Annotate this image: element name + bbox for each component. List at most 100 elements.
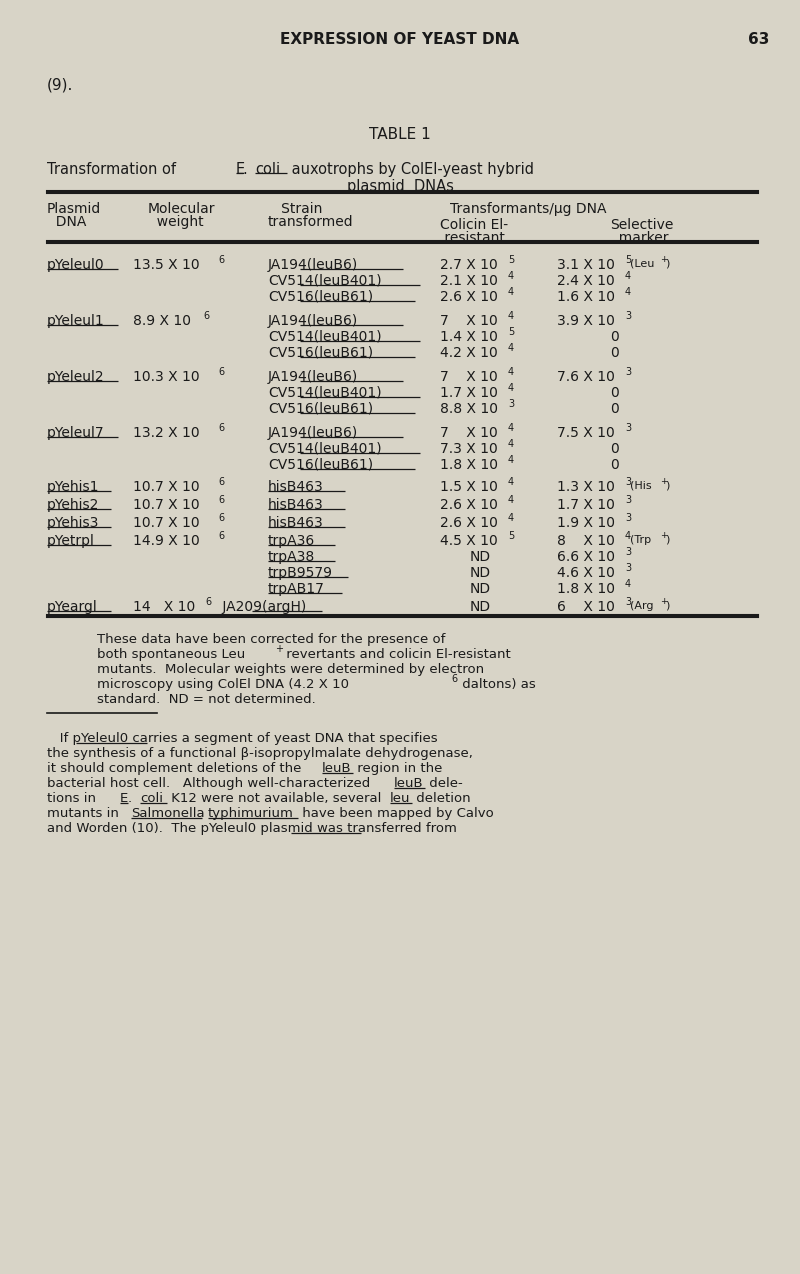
Text: 2.7 X 10: 2.7 X 10 xyxy=(440,259,498,273)
Text: 1.3 X 10: 1.3 X 10 xyxy=(557,480,615,494)
Text: ): ) xyxy=(665,535,670,545)
Text: hisB463: hisB463 xyxy=(268,480,324,494)
Text: 4.5 X 10: 4.5 X 10 xyxy=(440,534,498,548)
Text: 6: 6 xyxy=(218,531,224,541)
Text: 1.9 X 10: 1.9 X 10 xyxy=(557,516,615,530)
Text: CV516(leuB61): CV516(leuB61) xyxy=(268,403,373,417)
Text: 3: 3 xyxy=(625,547,631,557)
Text: Transformants/μg DNA: Transformants/μg DNA xyxy=(450,203,606,217)
Text: 2.1 X 10: 2.1 X 10 xyxy=(440,274,498,288)
Text: 4.6 X 10: 4.6 X 10 xyxy=(557,566,615,580)
Text: the synthesis of a functional β-isopropylmalate dehydrogenase,: the synthesis of a functional β-isopropy… xyxy=(47,747,473,761)
Text: 1.7 X 10: 1.7 X 10 xyxy=(557,498,615,512)
Text: 2.4 X 10: 2.4 X 10 xyxy=(557,274,614,288)
Text: (Leu: (Leu xyxy=(630,259,654,269)
Text: 1.4 X 10: 1.4 X 10 xyxy=(440,330,498,344)
Text: 7.6 X 10: 7.6 X 10 xyxy=(557,369,615,383)
Text: daltons) as: daltons) as xyxy=(458,678,536,691)
Text: TABLE 1: TABLE 1 xyxy=(369,127,431,141)
Text: tions in: tions in xyxy=(47,792,100,805)
Text: 3: 3 xyxy=(625,513,631,524)
Text: hisB463: hisB463 xyxy=(268,498,324,512)
Text: 1.6 X 10: 1.6 X 10 xyxy=(557,290,615,304)
Text: 7    X 10: 7 X 10 xyxy=(440,369,498,383)
Text: 1.8 X 10: 1.8 X 10 xyxy=(557,582,615,596)
Text: 5: 5 xyxy=(508,531,514,541)
Text: 1.8 X 10: 1.8 X 10 xyxy=(440,457,498,471)
Text: weight: weight xyxy=(148,215,204,229)
Text: ND: ND xyxy=(470,566,491,580)
Text: auxotrophs by ColEl-yeast hybrid: auxotrophs by ColEl-yeast hybrid xyxy=(287,162,534,177)
Text: (His: (His xyxy=(630,482,652,490)
Text: 6: 6 xyxy=(218,496,224,505)
Text: 5: 5 xyxy=(508,255,514,265)
Text: 5: 5 xyxy=(508,327,514,338)
Text: +: + xyxy=(660,255,667,264)
Text: +: + xyxy=(660,476,667,485)
Text: typhimurium: typhimurium xyxy=(208,806,294,820)
Text: 3: 3 xyxy=(625,423,631,433)
Text: 0: 0 xyxy=(610,442,618,456)
Text: E: E xyxy=(120,792,128,805)
Text: CV514(leuB401): CV514(leuB401) xyxy=(268,442,382,456)
Text: 6: 6 xyxy=(218,423,224,433)
Text: JA194(leuB6): JA194(leuB6) xyxy=(268,259,358,273)
Text: 0: 0 xyxy=(610,347,618,361)
Text: 4: 4 xyxy=(508,455,514,465)
Text: Colicin El-: Colicin El- xyxy=(440,218,508,232)
Text: 6: 6 xyxy=(205,598,211,606)
Text: Molecular: Molecular xyxy=(148,203,215,217)
Text: 1.5 X 10: 1.5 X 10 xyxy=(440,480,498,494)
Text: and Worden (10).  The pYeleul0 plasmid was transferred from: and Worden (10). The pYeleul0 plasmid wa… xyxy=(47,822,457,834)
Text: 1.7 X 10: 1.7 X 10 xyxy=(440,386,498,400)
Text: 2.6 X 10: 2.6 X 10 xyxy=(440,498,498,512)
Text: JA209(argH): JA209(argH) xyxy=(218,600,306,614)
Text: CV514(leuB401): CV514(leuB401) xyxy=(268,330,382,344)
Text: 7.3 X 10: 7.3 X 10 xyxy=(440,442,498,456)
Text: ): ) xyxy=(665,482,670,490)
Text: 4: 4 xyxy=(508,513,514,524)
Text: revertants and colicin El-resistant: revertants and colicin El-resistant xyxy=(282,648,510,661)
Text: 6: 6 xyxy=(218,255,224,265)
Text: marker: marker xyxy=(610,231,669,245)
Text: leuB: leuB xyxy=(322,762,352,775)
Text: .: . xyxy=(243,162,252,177)
Text: region in the: region in the xyxy=(353,762,442,775)
Text: (9).: (9). xyxy=(47,78,74,93)
Text: pYehis1: pYehis1 xyxy=(47,480,99,494)
Text: hisB463: hisB463 xyxy=(268,516,324,530)
Text: 10.3 X 10: 10.3 X 10 xyxy=(133,369,200,383)
Text: 0: 0 xyxy=(610,457,618,471)
Text: pYeleul1: pYeleul1 xyxy=(47,313,105,327)
Text: mutants in: mutants in xyxy=(47,806,123,820)
Text: 4: 4 xyxy=(508,440,514,448)
Text: 4.2 X 10: 4.2 X 10 xyxy=(440,347,498,361)
Text: 4: 4 xyxy=(625,271,631,282)
Text: have been mapped by Calvo: have been mapped by Calvo xyxy=(298,806,494,820)
Text: 14.9 X 10: 14.9 X 10 xyxy=(133,534,200,548)
Text: mutants.  Molecular weights were determined by electron: mutants. Molecular weights were determin… xyxy=(97,662,484,676)
Text: ND: ND xyxy=(470,550,491,564)
Text: 5: 5 xyxy=(625,255,631,265)
Text: JA194(leuB6): JA194(leuB6) xyxy=(268,369,358,383)
Text: 6    X 10: 6 X 10 xyxy=(557,600,615,614)
Text: coli: coli xyxy=(255,162,280,177)
Text: pYeleul2: pYeleul2 xyxy=(47,369,105,383)
Text: 6: 6 xyxy=(451,674,457,684)
Text: pYetrpl: pYetrpl xyxy=(47,534,95,548)
Text: 13.5 X 10: 13.5 X 10 xyxy=(133,259,200,273)
Text: 4: 4 xyxy=(508,343,514,353)
Text: trpA36: trpA36 xyxy=(268,534,315,548)
Text: pYeleul7: pYeleul7 xyxy=(47,426,105,440)
Text: Strain: Strain xyxy=(268,203,322,217)
Text: transformed: transformed xyxy=(268,215,354,229)
Text: pYeargl: pYeargl xyxy=(47,600,98,614)
Text: ND: ND xyxy=(470,600,491,614)
Text: +: + xyxy=(275,643,283,654)
Text: +: + xyxy=(660,598,667,606)
Text: 4: 4 xyxy=(508,311,514,321)
Text: +: + xyxy=(660,531,667,540)
Text: DNA: DNA xyxy=(47,215,86,229)
Text: leuB: leuB xyxy=(394,777,424,790)
Text: trpAB17: trpAB17 xyxy=(268,582,325,596)
